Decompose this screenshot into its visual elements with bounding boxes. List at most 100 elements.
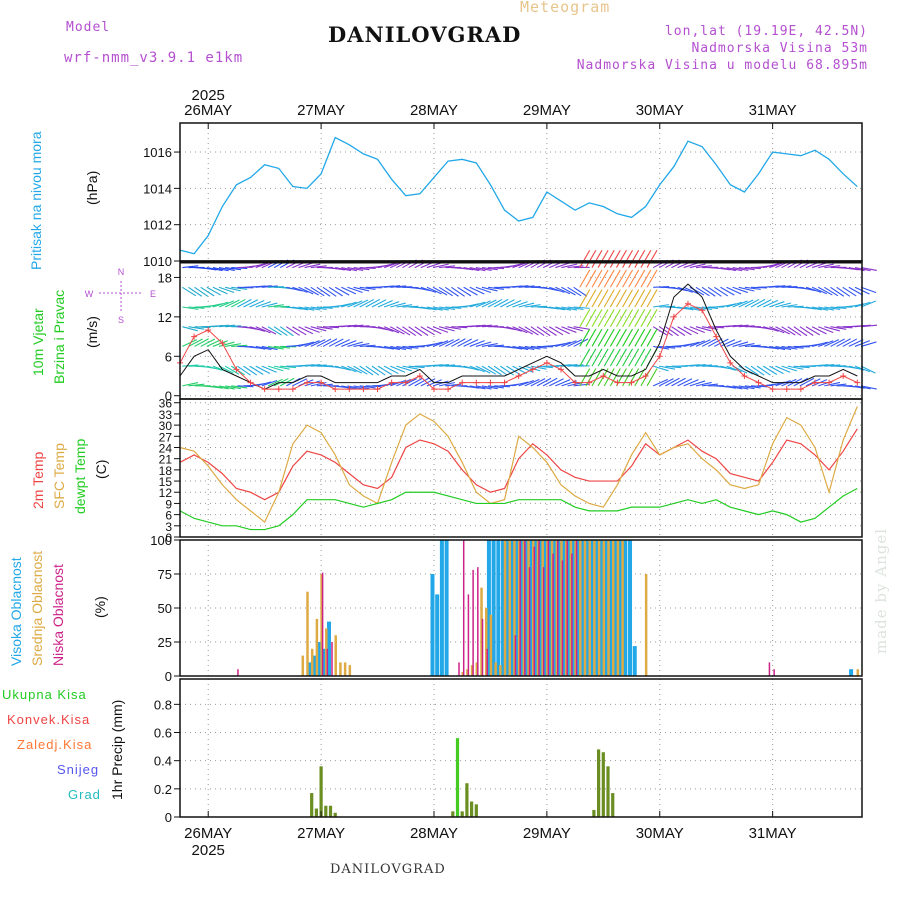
y-tick-label: 33 bbox=[159, 408, 173, 422]
wind-speed-marker bbox=[487, 379, 494, 386]
wind-barb bbox=[726, 385, 743, 390]
wind-barb bbox=[738, 267, 755, 271]
wind-barb bbox=[359, 298, 375, 308]
wind-barb bbox=[561, 286, 576, 296]
y-tick-label: 12 bbox=[158, 310, 172, 325]
wind-barb bbox=[818, 263, 834, 269]
cloud-mid-bar bbox=[541, 540, 544, 676]
wind-barb bbox=[591, 309, 603, 327]
wind-barb bbox=[689, 364, 706, 367]
wind-speed-marker bbox=[430, 386, 437, 393]
wind-barb bbox=[579, 289, 591, 308]
wind-barb bbox=[609, 309, 621, 327]
wind-barb bbox=[720, 339, 736, 347]
wind-barb bbox=[567, 339, 583, 347]
precip-bar bbox=[611, 793, 615, 817]
cloud-mid-bar bbox=[343, 662, 347, 676]
cloud-mid-bar bbox=[560, 540, 563, 676]
wind-barb bbox=[426, 341, 443, 347]
wind-barb bbox=[860, 385, 877, 390]
wind-barb bbox=[622, 309, 634, 327]
wind-barb bbox=[561, 326, 577, 333]
wind-barb bbox=[634, 269, 646, 288]
wind-barb bbox=[279, 377, 295, 387]
wind-barb bbox=[591, 269, 603, 288]
wind-barb bbox=[597, 309, 609, 327]
wind-barb bbox=[781, 345, 798, 350]
wind-barb bbox=[702, 306, 719, 309]
wind-barb bbox=[322, 286, 337, 297]
wind-barb bbox=[316, 383, 333, 387]
wind-barb bbox=[255, 301, 271, 308]
wind-barb bbox=[334, 339, 350, 347]
wind-barb bbox=[212, 301, 229, 308]
cloud-low-bar bbox=[547, 540, 550, 676]
y-tick-label: 27 bbox=[159, 430, 173, 444]
wind-barb bbox=[310, 265, 327, 269]
wind-barb bbox=[579, 348, 591, 367]
wind-top-bar bbox=[180, 261, 862, 264]
wind-barb bbox=[420, 306, 437, 311]
wind-barb bbox=[506, 365, 521, 375]
wind-barb bbox=[408, 326, 423, 337]
wind-speed-marker bbox=[360, 386, 367, 393]
cloud-mid-bar bbox=[522, 540, 526, 676]
wind-barb bbox=[255, 381, 272, 387]
cloud-low-bar bbox=[524, 540, 526, 676]
wind-barb bbox=[298, 286, 314, 295]
wind-barb bbox=[720, 365, 737, 371]
wind-barb bbox=[188, 383, 205, 387]
cloud-high-bar bbox=[618, 540, 623, 676]
wind-barb bbox=[347, 385, 364, 390]
cloud-low-bar bbox=[575, 540, 578, 676]
wind-barb bbox=[237, 365, 251, 376]
wind-barb bbox=[493, 298, 509, 308]
cloud-high-bar bbox=[613, 540, 618, 676]
cloud-mid-bar bbox=[508, 540, 511, 676]
wind-barb bbox=[261, 379, 278, 387]
cloud-mid-bar bbox=[334, 635, 337, 676]
wind-barb bbox=[689, 263, 706, 269]
cloud-low-bar bbox=[519, 540, 521, 676]
wind-barb bbox=[316, 338, 332, 347]
wind-barb bbox=[573, 286, 588, 297]
cloud-low-bar bbox=[486, 648, 488, 676]
cloud-high-bar bbox=[317, 642, 322, 676]
wind-barb bbox=[225, 267, 242, 271]
wind-barb bbox=[524, 304, 541, 308]
wind-barb bbox=[726, 340, 742, 347]
cloud-low-bar bbox=[481, 618, 484, 676]
wind-barb bbox=[506, 263, 523, 269]
wind-barb bbox=[659, 378, 674, 387]
wind-barb bbox=[689, 340, 706, 347]
wind-barb bbox=[335, 365, 351, 371]
wind-barb bbox=[609, 368, 621, 387]
wind-barb bbox=[591, 249, 603, 268]
wind-barb bbox=[628, 269, 640, 288]
wind-barb bbox=[732, 341, 749, 347]
wind-barb bbox=[390, 285, 407, 288]
cloud-mid-bar bbox=[536, 540, 540, 676]
wind-barb bbox=[212, 267, 229, 272]
wind-barb bbox=[267, 378, 283, 387]
cloud-high-bar bbox=[435, 594, 440, 676]
wind-barb bbox=[585, 368, 597, 387]
wind-barb bbox=[365, 298, 381, 308]
wind-barb bbox=[628, 309, 640, 327]
cloud-low-bar bbox=[557, 540, 559, 676]
wind-barb bbox=[677, 378, 693, 387]
wind-barb bbox=[261, 365, 277, 373]
wind-barb bbox=[824, 339, 840, 347]
wind-barb bbox=[390, 380, 406, 387]
wind-barb bbox=[707, 338, 723, 347]
wind-barb bbox=[536, 326, 551, 337]
wind-barb bbox=[243, 365, 258, 376]
wind-barb bbox=[805, 306, 822, 311]
compass-west: W bbox=[85, 289, 94, 299]
wind-barb bbox=[640, 249, 652, 268]
wind-barb bbox=[677, 286, 693, 293]
cloud-high-bar bbox=[529, 540, 534, 676]
wind-speed-marker bbox=[684, 300, 691, 307]
wind-barb bbox=[720, 385, 737, 389]
